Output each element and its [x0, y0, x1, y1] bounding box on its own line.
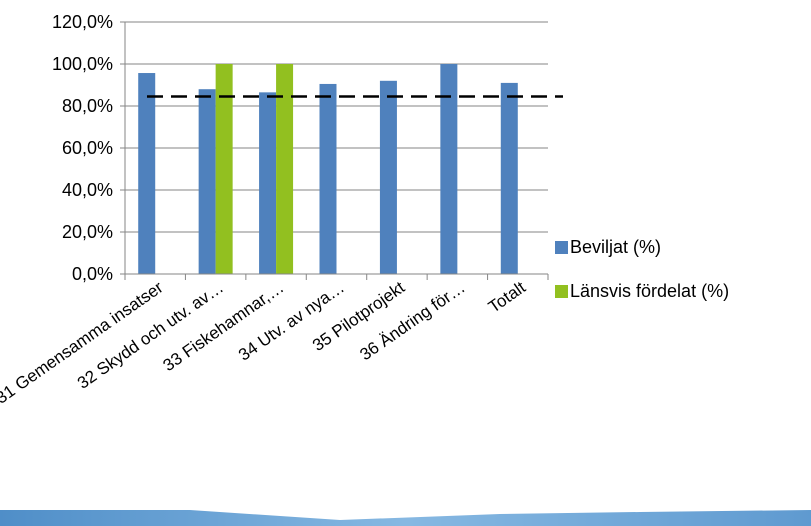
decorative-wave	[0, 510, 811, 526]
bar-beviljat-4	[379, 80, 397, 274]
legend-label: Beviljat (%)	[570, 237, 661, 257]
y-tick-label: 120,0%	[52, 12, 113, 32]
y-tick-label: 40,0%	[62, 180, 113, 200]
bar-beviljat-5	[440, 64, 458, 274]
legend-label: Länsvis fördelat (%)	[570, 281, 729, 301]
y-tick-label: 80,0%	[62, 96, 113, 116]
y-tick-label: 100,0%	[52, 54, 113, 74]
legend-swatch-beviljat	[555, 241, 568, 254]
bar-beviljat-0	[138, 73, 156, 274]
bar-lansvis-2	[276, 64, 294, 274]
x-category-label: 36 Ändring för…	[356, 278, 468, 365]
x-category-label: Totalt	[485, 278, 529, 317]
bottom-decorative-band	[0, 510, 811, 526]
legend-swatch-lansvis	[555, 285, 568, 298]
y-axis: 0,0% 20,0% 40,0% 60,0% 80,0% 100,0% 120,0%	[52, 12, 126, 284]
y-tick-label: 60,0%	[62, 138, 113, 158]
x-category-label: 34 Utv. av nya…	[235, 278, 348, 365]
legend: Beviljat (%) Länsvis fördelat (%)	[555, 237, 729, 301]
bars	[138, 64, 518, 275]
y-tick-label: 0,0%	[72, 264, 113, 284]
y-tick-label: 20,0%	[62, 222, 113, 242]
bar-beviljat-6	[500, 82, 518, 275]
bar-beviljat-1	[198, 89, 216, 274]
bar-beviljat-2	[259, 92, 277, 274]
bar-beviljat-3	[319, 83, 337, 274]
bar-lansvis-1	[215, 64, 233, 274]
